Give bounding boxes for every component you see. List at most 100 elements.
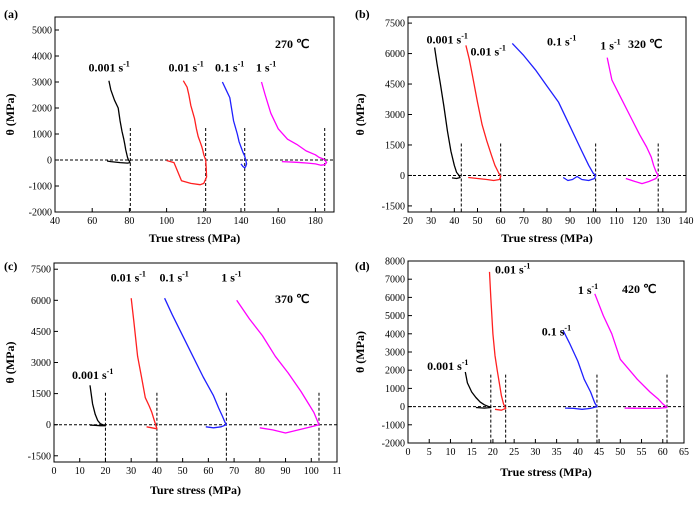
y-tick-label: 4500 <box>385 80 405 91</box>
series-label: 0.1 s-1 <box>542 324 571 339</box>
y-tick-label: 8000 <box>385 257 405 268</box>
panel-label: (d) <box>355 259 370 273</box>
x-tick-label: 60 <box>658 447 668 458</box>
x-tick-label: 80 <box>124 216 134 227</box>
x-tick-label: 5 <box>427 447 432 458</box>
y-tick-label: 2000 <box>32 104 52 115</box>
y-tick-label: 6000 <box>31 296 51 307</box>
y-tick-label: 5000 <box>385 311 405 322</box>
x-tick-label: 11 <box>332 466 342 477</box>
y-axis-label: θ (MPa) <box>3 94 17 136</box>
x-tick-label: 10 <box>75 466 85 477</box>
x-tick-label: 90 <box>565 216 575 227</box>
y-tick-label: 7000 <box>385 275 405 286</box>
y-tick-label: -1000 <box>29 182 52 193</box>
x-tick-label: 80 <box>255 466 265 477</box>
x-tick-label: 70 <box>519 216 529 227</box>
x-tick-label: 60 <box>203 466 213 477</box>
x-tick-label: 100 <box>159 216 174 227</box>
series-line <box>236 299 320 434</box>
temperature-label: 370 ℃ <box>275 292 309 306</box>
series-line <box>260 81 328 166</box>
y-tick-label: 1000 <box>32 130 52 141</box>
series-line <box>464 371 492 409</box>
panel-b: (b) 320 ℃ True stress (MPa) θ (MPa) 20 30… <box>353 7 694 245</box>
series-line <box>130 298 158 430</box>
series-label: 0.01 s-1 <box>495 262 530 277</box>
series-line <box>488 271 507 411</box>
series-label: 1 s-1 <box>600 38 620 53</box>
x-tick-label: 90 <box>281 466 291 477</box>
y-tick-label: 5000 <box>32 26 52 37</box>
x-tick-label: 55 <box>637 447 647 458</box>
series-label: 0.001 s-1 <box>427 358 468 373</box>
x-tick-label: 50 <box>178 466 188 477</box>
series-label: 0.1 s-1 <box>215 60 244 75</box>
x-tick-label: 50 <box>615 447 625 458</box>
temperature-label: 270 ℃ <box>275 37 309 51</box>
x-tick-label: 20 <box>100 466 110 477</box>
x-axis-label: True stress (MPa) <box>501 231 593 245</box>
series-label: 0.001 s-1 <box>88 60 129 75</box>
x-tick-label: 110 <box>609 216 624 227</box>
x-tick-label: 80 <box>542 216 552 227</box>
panel-label: (a) <box>4 7 18 21</box>
y-tick-label: 1500 <box>385 140 405 151</box>
y-tick-label: 2000 <box>385 366 405 377</box>
y-tick-label: 6000 <box>385 49 405 60</box>
series-label: 0.1 s-1 <box>159 270 188 285</box>
y-tick-label: 0 <box>400 171 405 182</box>
series-label: 0.1 s-1 <box>547 33 576 48</box>
y-tick-label: 0 <box>47 156 52 167</box>
series-label: 0.001 s-1 <box>72 367 113 382</box>
x-tick-label: 0 <box>52 466 57 477</box>
y-tick-label: 4000 <box>32 52 52 63</box>
series-line <box>221 81 248 169</box>
series-label: 0.01 s-1 <box>111 270 146 285</box>
y-tick-label: 3000 <box>385 110 405 121</box>
y-tick-label: 1500 <box>31 389 51 400</box>
x-tick-label: 35 <box>552 447 562 458</box>
x-tick-label: 40 <box>152 466 162 477</box>
plot-frame <box>54 16 335 213</box>
x-axis-label: True stress (MPa) <box>149 231 241 245</box>
x-axis-label: Ture stress (MPa) <box>150 483 241 497</box>
x-tick-label: 30 <box>530 447 540 458</box>
series-label: 0.001 s-1 <box>427 31 468 46</box>
y-tick-label: -1500 <box>28 451 51 462</box>
x-tick-label: 70 <box>229 466 239 477</box>
x-tick-label: 15 <box>467 447 477 458</box>
series-line <box>606 57 659 185</box>
series-line <box>166 80 208 186</box>
y-tick-label: 4500 <box>31 327 51 338</box>
y-axis-label: θ (MPa) <box>353 94 367 136</box>
series-line <box>562 329 598 410</box>
panel-a: (a) 270 ℃ True stress (MPa) θ (MPa) 40 60… <box>3 7 335 245</box>
x-tick-label: 130 <box>655 216 670 227</box>
y-tick-label: 1000 <box>385 384 405 395</box>
x-tick-label: 20 <box>403 216 413 227</box>
panel-label: (c) <box>4 259 17 273</box>
x-tick-label: 100 <box>304 466 319 477</box>
panel-c: (c) 370 ℃ Ture stress (MPa) θ (MPa) 0 10 2… <box>3 259 342 497</box>
y-tick-label: 3000 <box>31 358 51 369</box>
x-tick-label: 50 <box>473 216 483 227</box>
series-label: 1 s-1 <box>256 60 276 75</box>
x-axis-label: True stress (MPa) <box>500 465 592 479</box>
temperature-label: 420 ℃ <box>622 282 656 296</box>
x-tick-label: 60 <box>87 216 97 227</box>
x-tick-label: 65 <box>679 447 689 458</box>
y-tick-label: 3000 <box>32 78 52 89</box>
x-tick-label: 120 <box>632 216 647 227</box>
series-line <box>89 385 107 427</box>
x-tick-label: 160 <box>271 216 286 227</box>
y-tick-label: 0 <box>400 402 405 413</box>
y-tick-label: -2000 <box>382 439 405 450</box>
series-line <box>106 80 131 164</box>
x-tick-label: 40 <box>449 216 459 227</box>
series-label: 0.01 s-1 <box>168 60 203 75</box>
x-tick-label: 60 <box>496 216 506 227</box>
series-line <box>164 297 228 429</box>
x-tick-label: 180 <box>308 216 323 227</box>
